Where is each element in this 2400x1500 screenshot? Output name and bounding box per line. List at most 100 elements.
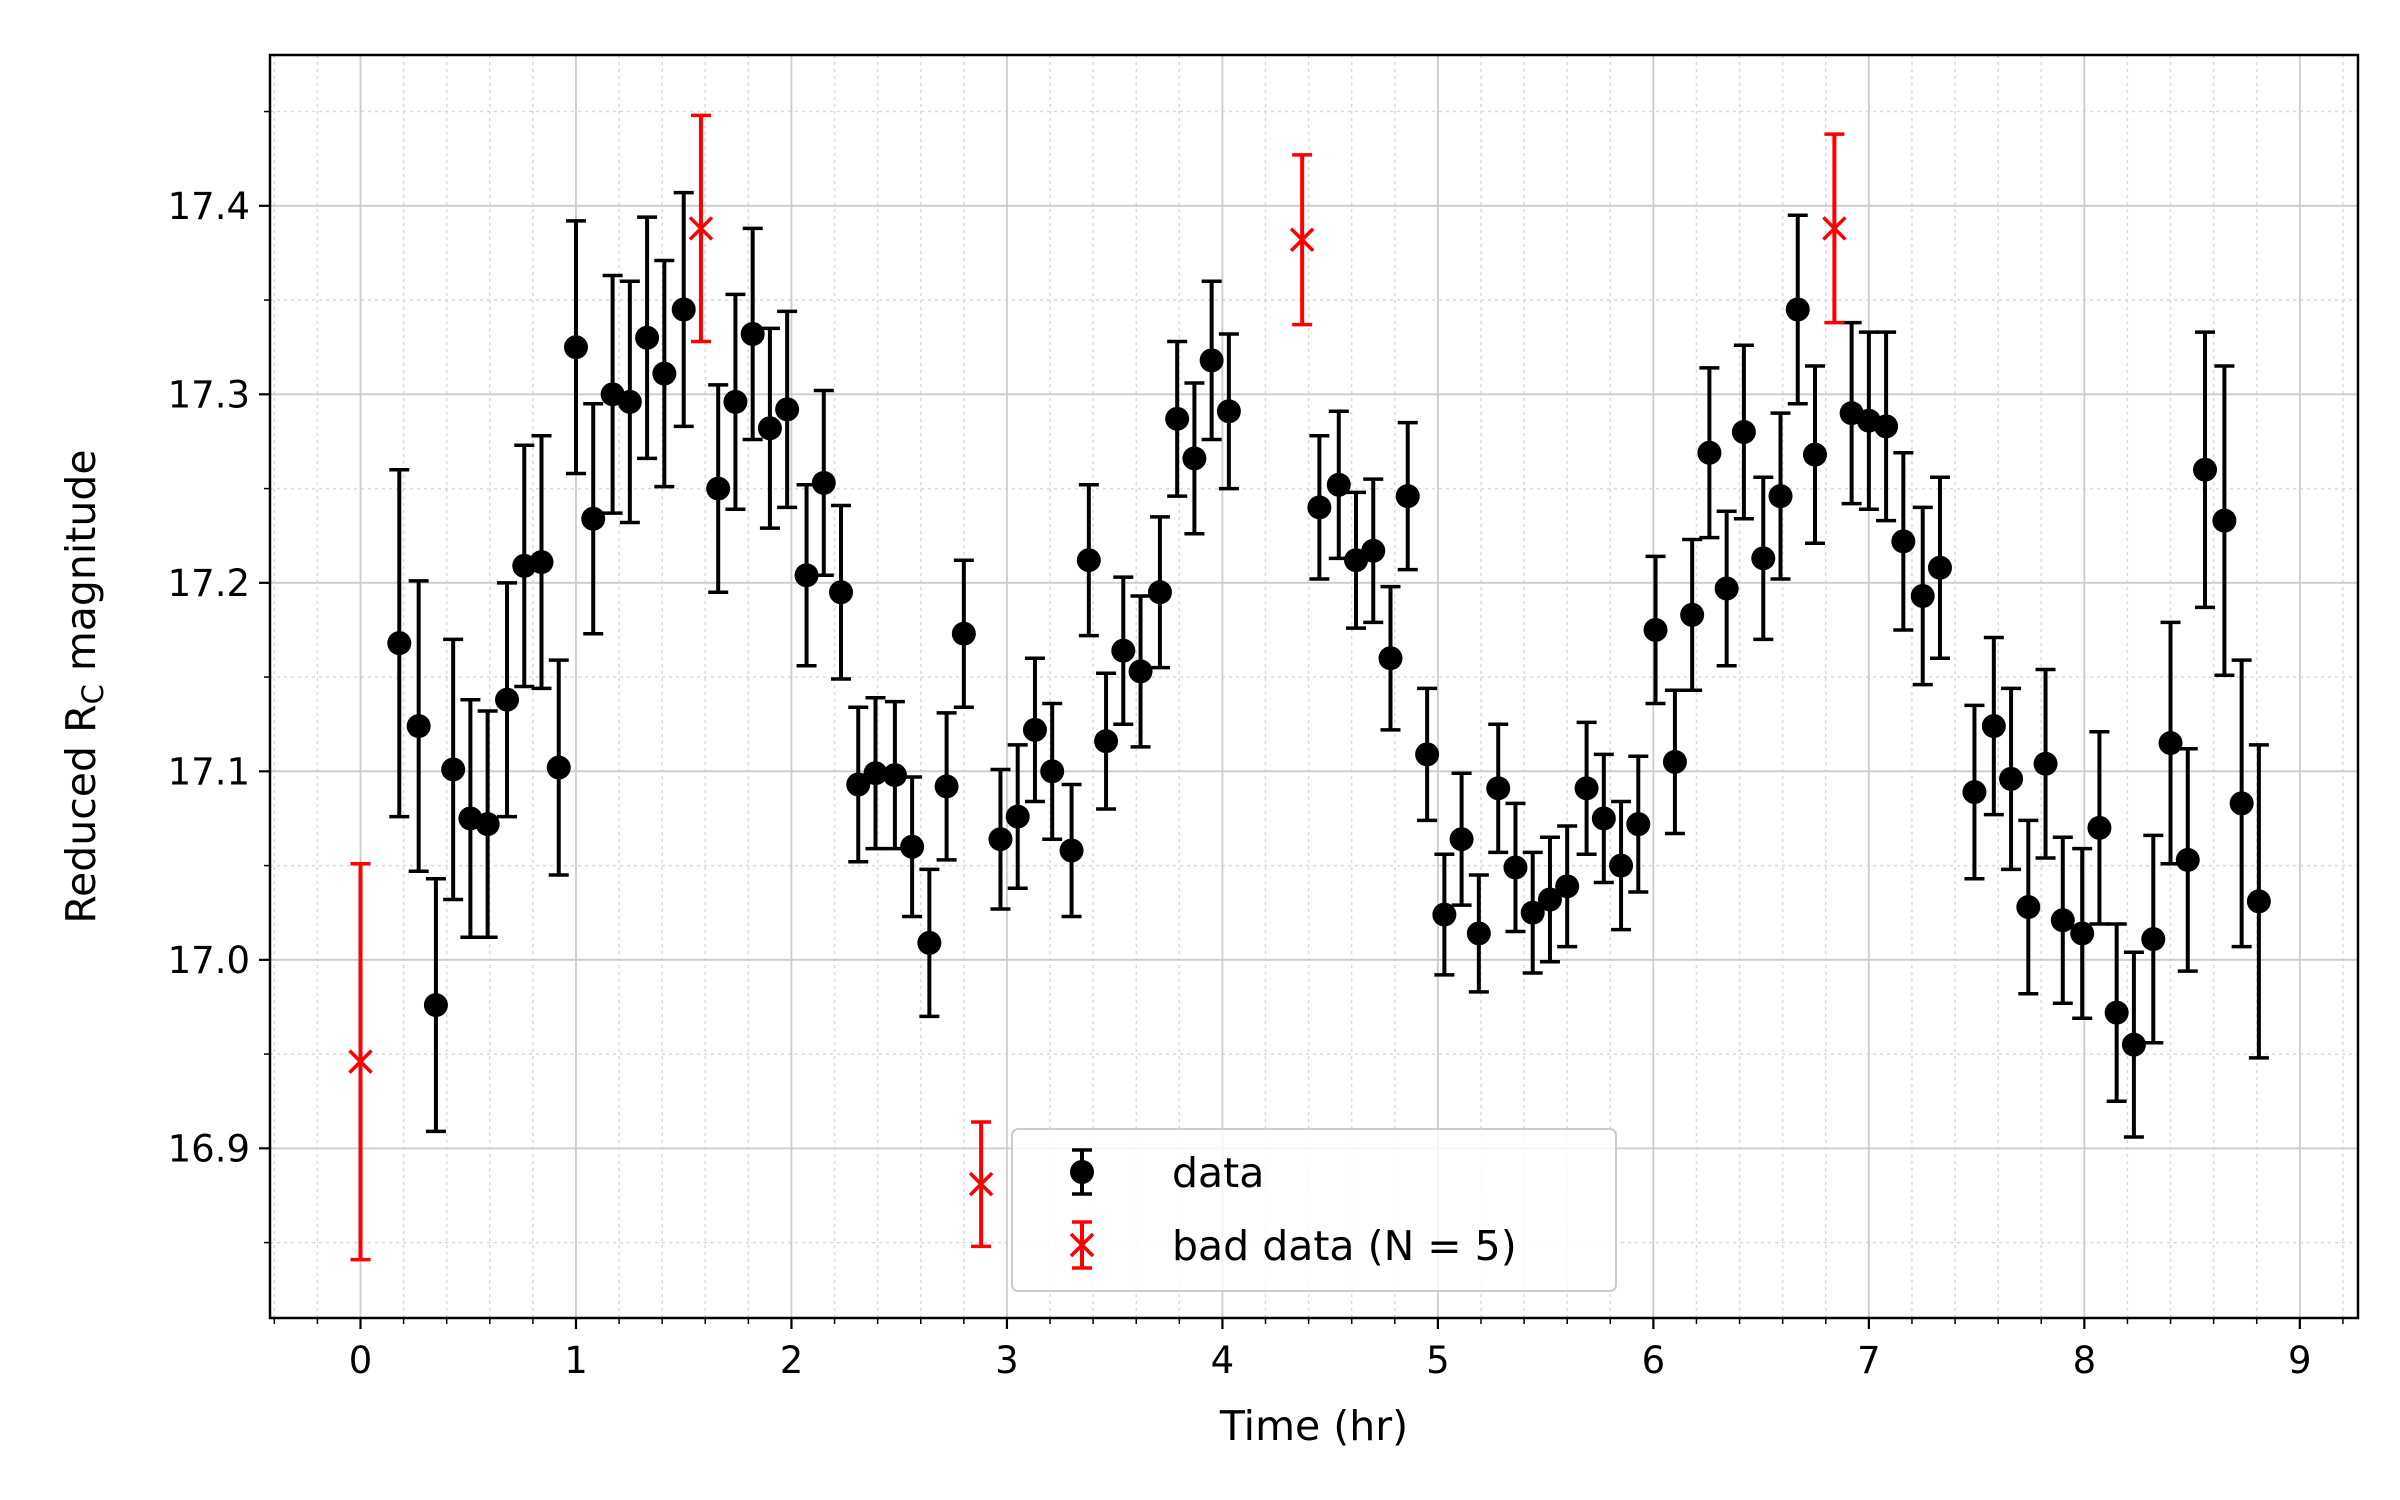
- data-point-marker: [757, 416, 782, 441]
- data-point: [1555, 824, 1580, 949]
- data-point: [2229, 658, 2254, 949]
- x-tick-label: 2: [780, 1339, 804, 1382]
- data-point: [1199, 279, 1224, 442]
- data-point-marker: [917, 930, 942, 955]
- data-point: [2246, 743, 2271, 1060]
- plot-frame: [268, 53, 2360, 1320]
- data-point: [1662, 688, 1687, 836]
- y-axis-label-prefix: Reduced R: [57, 704, 105, 923]
- data-point-marker: [1307, 495, 1332, 520]
- data-point-marker: [1731, 420, 1756, 445]
- bad-data-point-marker-stroke: [348, 1049, 373, 1074]
- data-point: [1574, 720, 1599, 857]
- data-point: [863, 696, 888, 851]
- data-point: [1378, 584, 1403, 732]
- data-point-marker: [723, 389, 748, 414]
- x-tick-label: 8: [2073, 1339, 2097, 1382]
- data-point: [600, 273, 625, 515]
- data-point: [1094, 671, 1119, 811]
- data-point-marker: [1361, 538, 1386, 563]
- data-point: [1022, 656, 1047, 804]
- y-axis-label: Reduced RC magnitude: [57, 449, 110, 923]
- data-point-marker: [934, 774, 959, 799]
- data-point: [495, 581, 520, 819]
- legend-x-marker: [1069, 1232, 1095, 1258]
- data-point: [811, 388, 836, 578]
- tick-labels: 0 1 2 3 4 5 6 7 8 9 16.9 17.0 17.1 17.2 17.3 17.4: [168, 185, 2312, 1382]
- minor-grid: [270, 55, 2358, 1318]
- data-point-marker: [1486, 776, 1511, 801]
- data-point-marker: [652, 361, 677, 386]
- data-point: [635, 215, 660, 461]
- series-layer: [348, 113, 2271, 1262]
- major-grid: [270, 55, 2358, 1318]
- data-point-marker: [1466, 921, 1491, 946]
- x-tick-label: 3: [995, 1339, 1019, 1382]
- data-point-marker: [495, 687, 520, 712]
- data-point-marker: [635, 325, 660, 350]
- data-point-marker: [617, 389, 642, 414]
- bad-data-point-marker-stroke: [968, 1171, 994, 1197]
- data-point-marker: [1697, 440, 1722, 465]
- data-point: [1999, 686, 2024, 872]
- data-point-marker: [1662, 749, 1687, 774]
- data-point: [387, 467, 412, 819]
- data-point-marker: [900, 834, 925, 859]
- bad-data-point-marker: [968, 1171, 994, 1197]
- bad-data-point: [968, 1120, 994, 1249]
- bad-data-point-marker-stroke: [1289, 227, 1315, 252]
- data-point: [406, 579, 431, 873]
- data-point: [1962, 703, 1987, 881]
- data-point-marker: [1040, 759, 1065, 784]
- data-point: [529, 434, 554, 691]
- legend-circle-marker: [1070, 1160, 1094, 1184]
- bad-data-point: [688, 113, 714, 344]
- data-point: [1626, 754, 1651, 894]
- data-point-marker: [2193, 457, 2218, 482]
- data-point: [757, 326, 782, 530]
- data-point: [1361, 477, 1386, 625]
- data-point: [1927, 475, 1952, 660]
- bad-data-point-marker: [1822, 216, 1847, 241]
- data-point-marker: [529, 550, 554, 575]
- data-point: [775, 309, 800, 510]
- data-point-marker: [1165, 406, 1190, 431]
- data-point: [475, 709, 500, 939]
- data-point-marker: [1680, 602, 1705, 627]
- x-tick-label: 4: [1211, 1339, 1235, 1382]
- data-point-marker: [882, 763, 907, 788]
- data-point: [1147, 515, 1172, 670]
- data-point: [1182, 381, 1207, 536]
- data-point: [2175, 746, 2200, 973]
- data-point-marker: [1555, 874, 1580, 899]
- data-point: [1643, 554, 1668, 706]
- y-axis-label-suffix: magnitude: [57, 449, 105, 684]
- data-point: [423, 877, 448, 1134]
- legend-x-marker-stroke: [1069, 1232, 1095, 1258]
- data-point-marker: [1591, 806, 1616, 831]
- data-point: [1785, 213, 1810, 406]
- data-point-marker: [441, 757, 466, 782]
- data-point-marker: [2050, 908, 2075, 933]
- data-point: [934, 711, 959, 862]
- data-point-marker: [1005, 804, 1030, 829]
- data-point: [2193, 330, 2218, 610]
- data-point: [546, 658, 571, 877]
- bad-data-point: [1822, 132, 1847, 325]
- data-point-marker: [581, 506, 606, 531]
- y-tick-label: 17.3: [168, 373, 250, 416]
- data-point: [1005, 743, 1030, 890]
- data-point-marker: [1216, 399, 1241, 424]
- x-axis-label: Time (hr): [1219, 1402, 1408, 1450]
- data-point-marker: [475, 812, 500, 837]
- data-point-marker: [1574, 776, 1599, 801]
- data-point: [988, 767, 1013, 911]
- data-point: [1466, 873, 1491, 994]
- data-point: [1609, 799, 1634, 932]
- data-point: [1697, 366, 1722, 540]
- y-tick-label: 17.1: [168, 750, 250, 793]
- bad-data-point: [348, 861, 373, 1262]
- legend-label-bad-data: bad data (N = 5): [1172, 1222, 1517, 1270]
- data-point: [951, 558, 976, 709]
